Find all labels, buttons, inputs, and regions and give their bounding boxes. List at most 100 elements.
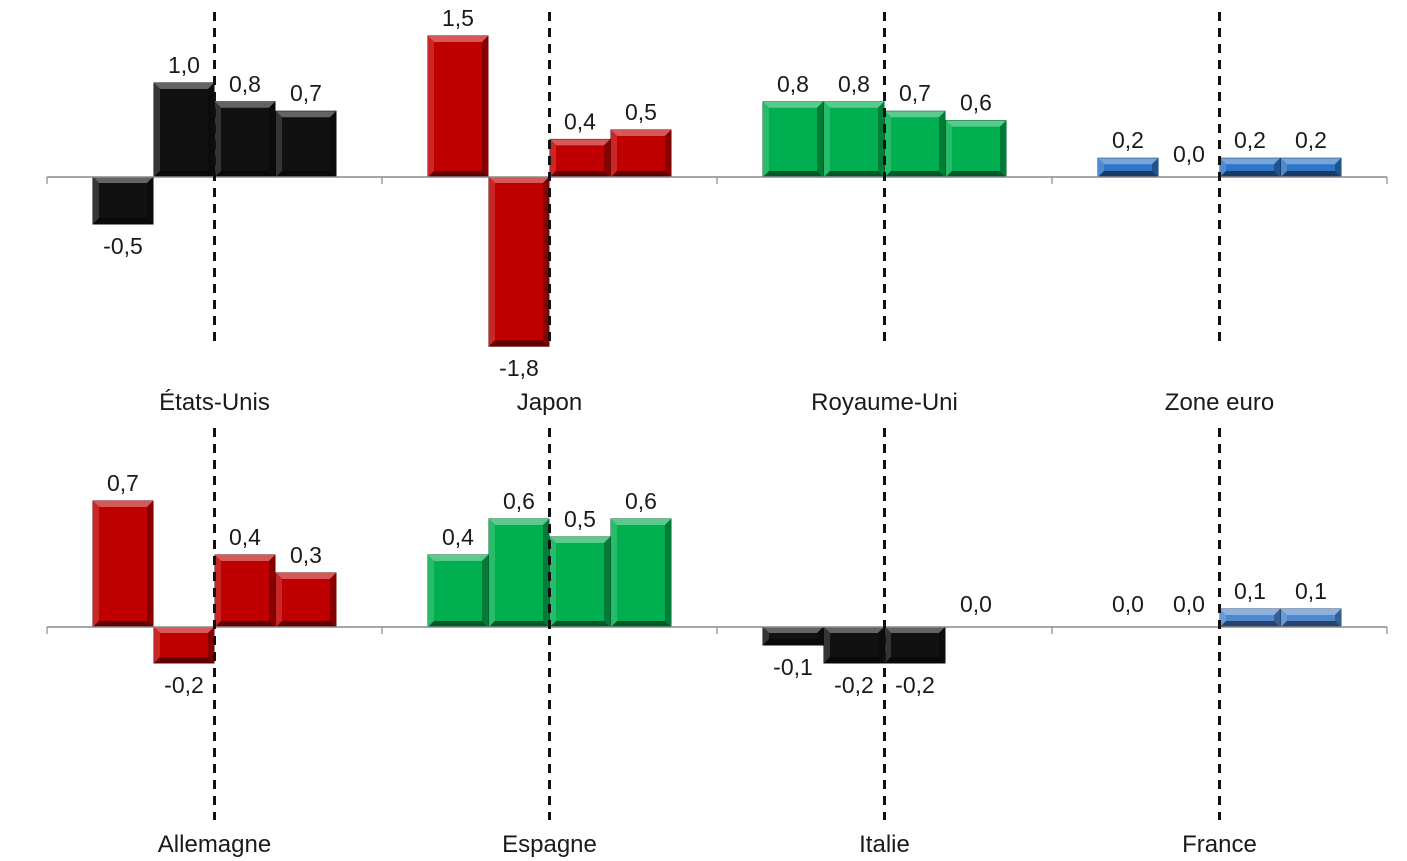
- bar-bevel-top: [824, 627, 884, 633]
- bar-bevel-left: [763, 101, 769, 177]
- bar-bevel-left: [885, 627, 891, 663]
- bar-bevel-top: [946, 120, 1006, 127]
- bar-bevel-left: [946, 120, 952, 177]
- bar-bevel-top: [1281, 609, 1341, 615]
- bar-bevel-top: [611, 519, 671, 525]
- bar-bevel-top: [611, 130, 671, 136]
- panel-title: États-Unis: [159, 389, 270, 416]
- bar-bevel-top: [763, 627, 823, 633]
- bar-body: [762, 101, 824, 178]
- bar: [610, 518, 672, 628]
- bar-bevel-right: [330, 573, 336, 627]
- bar-bevel-bottom: [154, 171, 214, 177]
- bar: [884, 110, 946, 178]
- bar: [488, 176, 550, 347]
- bar: [549, 536, 611, 628]
- bar-bevel-bottom: [885, 657, 945, 663]
- bar-bevel-left: [1220, 158, 1226, 177]
- data-label: 0,8: [777, 71, 809, 97]
- bar-bevel-left: [93, 177, 99, 224]
- data-label: 0,5: [625, 99, 657, 125]
- bar: [1097, 157, 1159, 178]
- bar-bevel-bottom: [763, 639, 823, 645]
- data-label: -0,2: [164, 672, 204, 698]
- bar-bevel-top: [1281, 158, 1341, 165]
- data-label: 0,0: [1173, 591, 1205, 617]
- bar-bevel-right: [817, 101, 823, 177]
- bar-body: [884, 110, 946, 178]
- bar-body: [549, 138, 611, 178]
- bar-bevel-bottom: [428, 621, 488, 627]
- bar-body: [92, 176, 154, 225]
- bar-bevel-left: [611, 519, 617, 627]
- bar-bevel-left: [1098, 158, 1104, 177]
- bar-bevel-right: [147, 177, 153, 224]
- bar-bevel-top: [1220, 158, 1280, 165]
- bar-body: [488, 518, 550, 628]
- bar-bevel-top: [276, 111, 336, 118]
- bar-bevel-right: [878, 627, 884, 663]
- bar-body: [214, 101, 276, 178]
- data-label: 0,4: [442, 524, 474, 550]
- bar-bevel-top: [428, 555, 488, 561]
- bar-body: [153, 82, 215, 178]
- axis-layer: [46, 176, 1388, 634]
- divider-layer: [213, 12, 1221, 820]
- bar: [1280, 608, 1342, 628]
- bar-bevel-top: [215, 555, 275, 561]
- bar-bevel-top: [93, 501, 153, 507]
- bar-body: [610, 518, 672, 628]
- bar: [823, 101, 885, 178]
- bar-bevel-left: [215, 555, 221, 627]
- bar-bevel-bottom: [1220, 171, 1280, 177]
- bar-bevel-left: [885, 111, 891, 177]
- data-label: 0,5: [564, 506, 596, 532]
- bar-bevel-bottom: [1281, 621, 1341, 627]
- bar-body: [275, 572, 337, 628]
- bar-bevel-left: [611, 130, 617, 177]
- data-label: 0,1: [1234, 578, 1266, 604]
- bar: [153, 82, 215, 178]
- bar-bevel-bottom: [885, 171, 945, 177]
- bar: [762, 626, 824, 646]
- bar-bevel-right: [208, 627, 214, 663]
- bar-bevel-top: [489, 519, 549, 525]
- bar-bevel-bottom: [550, 621, 610, 627]
- data-label: 0,2: [1234, 127, 1266, 153]
- bar-bevel-bottom: [824, 657, 884, 663]
- bar: [1219, 608, 1281, 628]
- bar-bevel-left: [550, 139, 556, 177]
- bar-bevel-bottom: [763, 171, 823, 177]
- bar: [427, 35, 489, 178]
- bar-bevel-right: [269, 555, 275, 627]
- bar-bevel-bottom: [489, 621, 549, 627]
- bar: [549, 138, 611, 178]
- bar-bevel-top: [428, 36, 488, 42]
- bar-bevel-left: [215, 101, 221, 177]
- bar-bevel-left: [276, 573, 282, 627]
- bar-bevel-top: [154, 83, 214, 89]
- bar-bevel-bottom: [428, 171, 488, 177]
- data-label: -0,1: [773, 654, 813, 680]
- bar-bevel-right: [604, 537, 610, 627]
- panel-title: Zone euro: [1165, 389, 1274, 416]
- bar-bevel-bottom: [276, 171, 336, 177]
- bar-bevel-left: [154, 627, 160, 663]
- bar: [92, 176, 154, 225]
- bar-bevel-top: [1220, 609, 1280, 615]
- bar-bevel-bottom: [489, 340, 549, 347]
- data-label: 0,4: [229, 524, 261, 550]
- data-label: 0,4: [564, 108, 596, 134]
- data-label: 0,0: [1173, 141, 1205, 167]
- bar: [153, 626, 215, 664]
- bar: [214, 101, 276, 178]
- data-label: 0,7: [290, 80, 322, 106]
- data-label: 0,2: [1112, 127, 1144, 153]
- data-label: 1,5: [442, 5, 474, 31]
- bar-body: [92, 500, 154, 628]
- bar: [1219, 157, 1281, 178]
- bar: [275, 572, 337, 628]
- bar-body: [488, 176, 550, 347]
- bar-bevel-top: [93, 177, 153, 183]
- bar: [762, 101, 824, 178]
